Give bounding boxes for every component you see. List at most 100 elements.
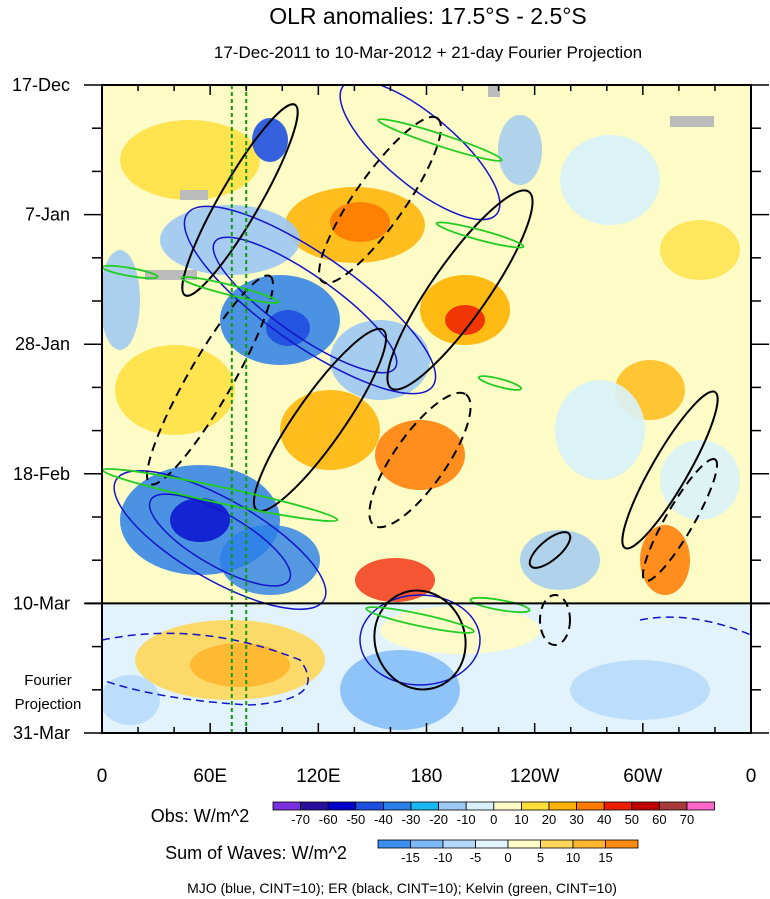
colorbar-tick-label: -10 bbox=[457, 812, 476, 827]
kelvin-contour bbox=[477, 375, 523, 391]
colorbar-tick-label: 15 bbox=[598, 850, 612, 865]
er-contours bbox=[146, 103, 719, 691]
er-contour-negative bbox=[146, 274, 274, 486]
obs-negative-patch bbox=[660, 440, 740, 520]
colorbar-tick-label: 20 bbox=[542, 812, 556, 827]
obs-positive-patch bbox=[375, 420, 465, 490]
colorbar-tick-label: -20 bbox=[429, 812, 448, 827]
missing-data-patch bbox=[180, 190, 208, 200]
er-contour-negative bbox=[318, 115, 442, 285]
obs-negative-patch bbox=[520, 530, 600, 590]
colorbar-swatch bbox=[576, 801, 605, 811]
waves-colorbar: Sum of Waves: W/m^2 -15 -10 -5 0 5 10 15 bbox=[165, 839, 639, 865]
colorbar-tick-label: 50 bbox=[625, 812, 639, 827]
colorbar-swatch bbox=[300, 801, 329, 811]
y-tick-label: 31-Mar bbox=[13, 723, 70, 743]
y-tick-label: 28-Jan bbox=[15, 334, 70, 354]
colorbar-swatch bbox=[327, 801, 357, 811]
colorbar-swatch bbox=[659, 801, 688, 811]
colorbar-swatch bbox=[521, 801, 550, 811]
mjo-contour bbox=[148, 493, 292, 587]
projection-negative-patch bbox=[570, 660, 710, 720]
er-contour-negative bbox=[368, 391, 472, 529]
waves-colorbar-label: Sum of Waves: W/m^2 bbox=[165, 843, 347, 863]
x-tick-label: 0 bbox=[746, 766, 757, 787]
colorbar-swatch bbox=[410, 839, 444, 849]
colorbar-tick-label: -60 bbox=[319, 812, 338, 827]
obs-positive-patch bbox=[660, 220, 740, 280]
obs-negative-patch bbox=[170, 498, 230, 542]
colorbar-tick-label: 0 bbox=[504, 850, 511, 865]
y-axis: 17-Dec 7-Jan 28-Jan 18-Feb 10-Mar 31-Mar bbox=[12, 75, 769, 743]
chart-subtitle: 17-Dec-2011 to 10-Mar-2012 + 21-day Four… bbox=[214, 43, 642, 62]
mjo-contour bbox=[359, 594, 481, 686]
x-tick-label: 60W bbox=[623, 766, 662, 787]
colorbar-tick-label: -30 bbox=[402, 812, 421, 827]
colorbar-swatch bbox=[377, 839, 411, 849]
er-contour bbox=[181, 103, 299, 297]
colorbar-swatch bbox=[572, 839, 606, 849]
waves-colorbar-swatches: -15 -10 -5 0 5 10 15 bbox=[377, 839, 639, 865]
mjo-contours bbox=[102, 85, 751, 706]
colorbar-swatch bbox=[442, 839, 476, 849]
er-contour bbox=[528, 531, 572, 569]
x-axis: 0 60E 120E 180 120W 60W 0 bbox=[97, 85, 757, 787]
colorbar-tick-label: -70 bbox=[291, 812, 310, 827]
obs-negative-patch bbox=[252, 118, 288, 162]
colorbar-swatch bbox=[438, 801, 467, 811]
projection-negative-patch bbox=[340, 650, 460, 730]
y-tick-label: 17-Dec bbox=[12, 75, 70, 95]
colorbar-swatch bbox=[686, 801, 716, 811]
mjo-contour-negative bbox=[102, 632, 309, 706]
mjo-contour-negative bbox=[639, 616, 751, 636]
colorbar-swatch bbox=[548, 801, 578, 811]
colorbar-swatch bbox=[540, 839, 574, 849]
colorbar-tick-label: 0 bbox=[490, 812, 497, 827]
missing-data-patch bbox=[488, 85, 500, 97]
chart-title: OLR anomalies: 17.5°S - 2.5°S bbox=[269, 3, 587, 29]
reference-longitude-lines bbox=[230, 85, 248, 733]
colorbar-tick-label: -10 bbox=[434, 850, 453, 865]
projection-label-line-2: Projection bbox=[15, 696, 82, 713]
kelvin-contour bbox=[435, 221, 525, 249]
kelvin-contour bbox=[469, 596, 531, 614]
contour-legend-footer: MJO (blue, CINT=10); ER (black, CINT=10)… bbox=[187, 880, 617, 896]
kelvin-contour bbox=[180, 276, 280, 304]
obs-positive-patch bbox=[115, 345, 235, 435]
colorbar-tick-label: -50 bbox=[346, 812, 365, 827]
obs-positive-patch bbox=[280, 390, 380, 470]
projection-field bbox=[102, 603, 751, 733]
obs-negative-patch bbox=[555, 380, 645, 480]
x-tick-label: 120E bbox=[296, 766, 340, 787]
colorbar-tick-label: 40 bbox=[597, 812, 611, 827]
kelvin-contours bbox=[102, 118, 531, 634]
y-tick-label: 18-Feb bbox=[13, 464, 70, 484]
colorbar-swatch bbox=[603, 801, 633, 811]
colorbar-swatch bbox=[507, 839, 541, 849]
obs-positive-patch bbox=[640, 525, 690, 595]
colorbar-swatch bbox=[493, 801, 522, 811]
mjo-contour bbox=[113, 469, 327, 611]
projection-label-line-1: Fourier bbox=[24, 672, 72, 689]
obs-negative-patch bbox=[220, 525, 320, 595]
mjo-contour bbox=[183, 205, 437, 395]
x-tick-label: 60E bbox=[193, 766, 227, 787]
projection-negative-patch bbox=[102, 675, 160, 725]
colorbar-tick-label: -40 bbox=[374, 812, 393, 827]
colorbar-tick-label: 30 bbox=[569, 812, 583, 827]
colorbar-swatch bbox=[475, 839, 509, 849]
obs-colorbar: Obs: W/m^2 -70 -60 -50 -40 -30 -20 -10 0 10 20 30 4… bbox=[151, 801, 716, 827]
colorbar-tick-label: 70 bbox=[680, 812, 694, 827]
x-tick-label: 0 bbox=[97, 766, 108, 787]
colorbar-swatch bbox=[272, 801, 302, 811]
colorbar-tick-label: 10 bbox=[514, 812, 528, 827]
obs-negative-patch bbox=[160, 205, 300, 275]
colorbar-swatch bbox=[465, 801, 495, 811]
colorbar-tick-label: -5 bbox=[470, 850, 482, 865]
colorbar-swatch bbox=[605, 839, 639, 849]
projection-positive-patch bbox=[380, 606, 540, 654]
obs-colorbar-swatches: -70 -60 -50 -40 -30 -20 -10 0 10 20 30 40 50 60 70 bbox=[272, 801, 716, 827]
kelvin-contour bbox=[377, 118, 503, 162]
colorbar-tick-label: 5 bbox=[537, 850, 544, 865]
